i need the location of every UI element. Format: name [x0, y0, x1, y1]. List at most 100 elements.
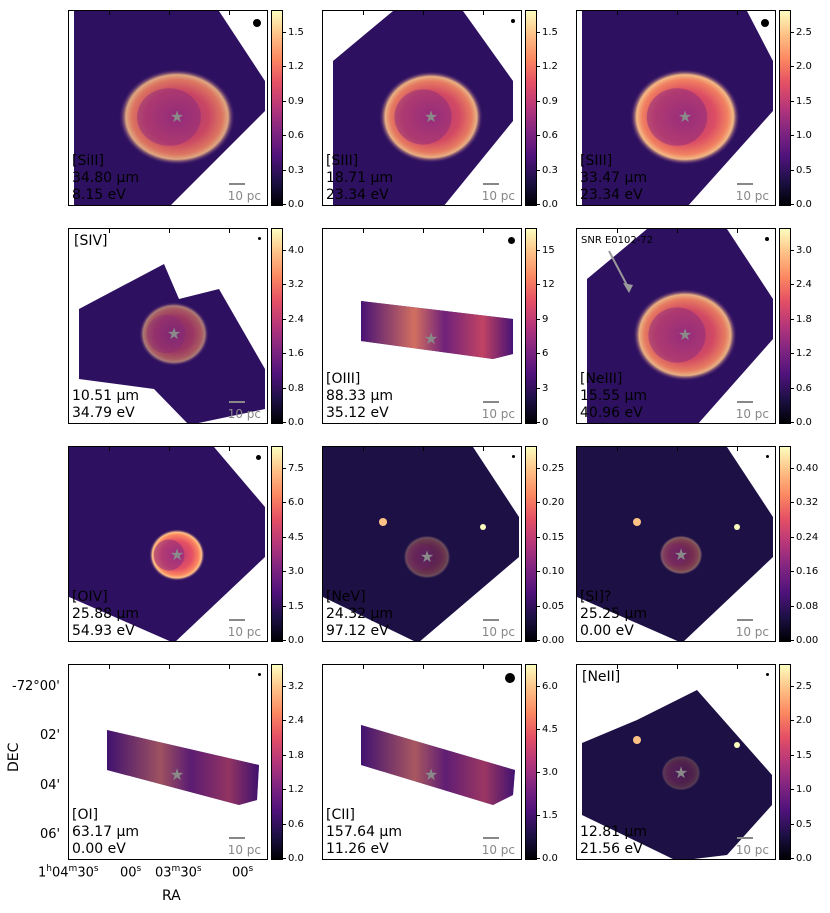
star-marker-icon: ★	[170, 545, 184, 564]
beam-size-icon	[505, 673, 515, 683]
emission-map-image: ★	[577, 447, 773, 641]
colorbar-tick-label: 1.5	[537, 809, 558, 821]
colorbar-tick-label: 0.40	[790, 462, 819, 474]
colorbar	[779, 446, 791, 642]
colorbar-tick-label: 0.00	[536, 635, 565, 646]
axis-tick	[229, 447, 230, 451]
emission-map-image: ★	[333, 11, 513, 205]
colorbar-tick-label: 0.0	[791, 853, 812, 864]
species-label: [SIV]	[74, 233, 108, 249]
axis-tick	[169, 11, 170, 15]
axis-tick	[363, 447, 364, 451]
axis-tick	[229, 11, 230, 15]
wavelength-label: 10.51 µm	[72, 388, 140, 404]
axis-tick	[737, 229, 738, 233]
colorbar-tick-label: 2.4	[791, 279, 812, 291]
wavelength-label: 25.88 µm	[72, 606, 140, 622]
beam-size-icon	[511, 19, 515, 23]
colorbar-tick-label: 1.5	[791, 749, 812, 761]
colorbar-tick-label: 3.2	[283, 680, 304, 692]
scale-bar-label: 10 pc	[227, 189, 261, 203]
scale-bar	[483, 401, 499, 403]
star-marker-icon: ★	[424, 107, 438, 126]
colorbar	[525, 446, 537, 642]
axis-tick	[423, 11, 424, 15]
colorbar-tick-label: 1.5	[283, 600, 304, 612]
star-marker-icon: ★	[420, 547, 434, 566]
colorbar-tick-label: 15	[537, 244, 555, 256]
dec-tick-label: -72°00'	[12, 679, 60, 694]
energy-label: 0.00 eV	[580, 623, 634, 639]
species-label: [OIII]	[326, 371, 361, 387]
star-marker-icon: ★	[424, 765, 438, 784]
line-label: 12.81 µm 21.56 eV	[580, 824, 647, 858]
beam-size-icon	[765, 237, 769, 241]
map-panel: ★ [NeV] 24.32 µm 97.12 eV 10 pc	[322, 446, 522, 642]
line-label: [OI] 63.17 µm 0.00 eV	[72, 807, 139, 858]
colorbar-tick-label: 0.5	[791, 818, 812, 830]
line-label: 10.51 µm 34.79 eV	[72, 388, 139, 422]
colorbar-tick-label: 6.0	[283, 497, 304, 509]
line-label: [OIII] 88.33 µm 35.12 eV	[326, 371, 393, 422]
colorbar	[525, 664, 537, 860]
scale-bar-label: 10 pc	[735, 625, 769, 639]
axis-tick	[363, 665, 364, 669]
emission-map-image: ★	[587, 229, 773, 423]
dec-tick-label: 02'	[40, 728, 61, 743]
colorbar-tick-label: 6	[536, 348, 549, 359]
colorbar-tick-label: 1.6	[283, 348, 304, 359]
axis-tick	[109, 229, 110, 233]
colorbar-tick-label: 0.15	[536, 531, 565, 543]
map-panel: ★ [SIII] 18.71 µm 23.34 eV 10 pc	[322, 10, 522, 206]
scale-bar-label: 10 pc	[227, 843, 261, 857]
colorbar	[525, 228, 537, 424]
map-panel: ★ [SIII] 33.47 µm 23.34 eV 10 pc	[576, 10, 776, 206]
beam-size-icon	[766, 673, 769, 676]
ra-tick-label: 00s	[120, 864, 142, 881]
ra-tick-label: 1h04m30s	[38, 864, 99, 881]
species-label: [SIII]	[580, 153, 613, 169]
colorbar-tick-label: 2.5	[791, 26, 812, 38]
emission-map-image: ★	[69, 447, 265, 641]
star-marker-icon: ★	[674, 763, 688, 782]
beam-size-icon	[766, 455, 769, 458]
colorbar-tick-label: 3.0	[791, 244, 812, 256]
colorbar-tick-label: 0.0	[283, 635, 304, 646]
map-panel: ★ 10.51 µm 34.79 eV [SIV] 10 pc	[68, 228, 268, 424]
scale-bar-label: 10 pc	[227, 407, 261, 421]
emission-map-image: ★	[79, 264, 265, 423]
axis-tick	[169, 665, 170, 669]
scale-bar	[483, 837, 499, 839]
energy-label: 11.26 eV	[326, 841, 389, 857]
energy-label: 8.15 eV	[72, 187, 126, 203]
colorbar-tick-label: 2.0	[791, 715, 812, 727]
colorbar-tick-label: 0.6	[791, 382, 812, 394]
species-label: [SiII]	[72, 153, 104, 169]
colorbar	[271, 10, 283, 206]
axis-tick	[483, 447, 484, 451]
colorbar-tick-label: 1.5	[283, 26, 304, 38]
map-panel: ★ [OI] 63.17 µm 0.00 eV 10 pc	[68, 664, 268, 860]
wavelength-label: 63.17 µm	[72, 824, 140, 840]
x-axis-label: RA	[162, 888, 181, 904]
colorbar-tick-label: 0.6	[283, 818, 304, 830]
colorbar-tick-label: 4.5	[283, 531, 304, 543]
snr-annotation: SNR E0102-72	[581, 235, 654, 246]
colorbar	[271, 664, 283, 860]
line-label: [OIV] 25.88 µm 54.93 eV	[72, 589, 139, 640]
colorbar-tick-label: 0.8	[283, 382, 304, 394]
colorbar-tick-label: 0.0	[537, 199, 558, 210]
scale-bar-label: 10 pc	[735, 407, 769, 421]
colorbar-tick-label: 0.00	[790, 635, 819, 646]
emission-map-image: ★	[361, 301, 513, 359]
emission-map-image: ★	[323, 447, 519, 641]
colorbar-tick-label: 7.5	[283, 462, 304, 474]
scale-bar	[737, 837, 753, 839]
axis-tick	[423, 229, 424, 233]
energy-label: 54.93 eV	[72, 623, 135, 639]
colorbar-tick-label: 0.08	[790, 600, 819, 612]
colorbar-tick-label: 0.0	[537, 853, 558, 864]
map-panel: ★ [SI]? 25.25 µm 0.00 eV 10 pc	[576, 446, 776, 642]
map-panel: ★ [OIV] 25.88 µm 54.93 eV 10 pc	[68, 446, 268, 642]
axis-tick	[483, 665, 484, 669]
